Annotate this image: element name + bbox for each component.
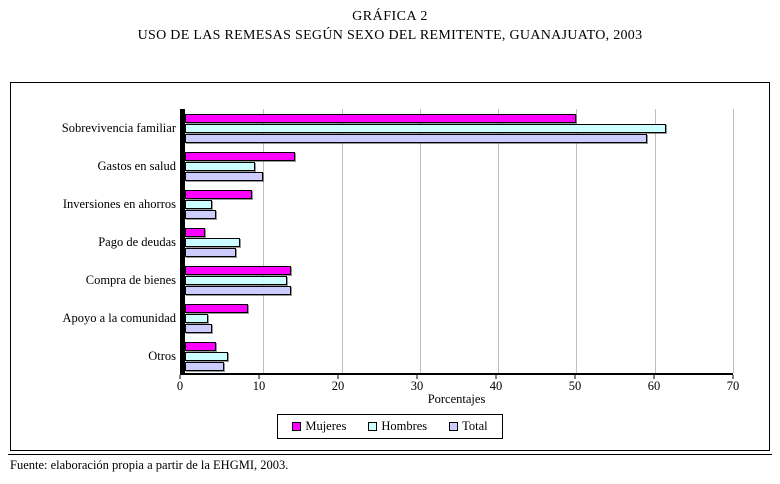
plot-area bbox=[180, 109, 734, 375]
x-tick-mark bbox=[574, 375, 576, 379]
x-tick-mark bbox=[179, 375, 181, 379]
category-label: Apoyo a la comunidad bbox=[62, 310, 176, 325]
bar-hombres bbox=[185, 123, 667, 133]
bar-mujeres bbox=[185, 113, 577, 123]
chart-title-line1: GRÁFICA 2 bbox=[352, 9, 428, 24]
bar-mujeres bbox=[185, 265, 291, 275]
category-label: Inversiones en ahorros bbox=[62, 196, 176, 211]
category-label: Otros bbox=[148, 348, 176, 363]
bar-group bbox=[185, 147, 733, 185]
bar-group bbox=[185, 299, 733, 337]
legend-item-mujeres: Mujeres bbox=[292, 419, 346, 434]
bar-mujeres bbox=[185, 227, 205, 237]
x-tick-label: 60 bbox=[647, 379, 661, 393]
bar-group bbox=[185, 223, 733, 261]
legend-swatch bbox=[292, 422, 302, 431]
gridline bbox=[341, 109, 343, 373]
bar-hombres bbox=[185, 161, 256, 171]
bar-hombres bbox=[185, 313, 209, 323]
x-tick-label: 30 bbox=[410, 379, 424, 393]
x-tick-mark bbox=[337, 375, 339, 379]
source-note: Fuente: elaboración propia a partir de l… bbox=[10, 458, 289, 472]
bar-total bbox=[185, 247, 236, 257]
legend: Mujeres Hombres Total bbox=[277, 414, 503, 439]
bar-mujeres bbox=[185, 341, 217, 351]
bar-hombres bbox=[185, 237, 240, 247]
x-tick-label: 20 bbox=[331, 379, 345, 393]
x-tick-mark bbox=[732, 375, 734, 379]
legend-swatch bbox=[449, 422, 459, 431]
x-tick-label: 50 bbox=[568, 379, 582, 393]
category-label: Pago de deudas bbox=[98, 234, 176, 249]
bar-hombres bbox=[185, 199, 213, 209]
bar-total bbox=[185, 285, 291, 295]
legend-label: Total bbox=[462, 419, 488, 433]
bar-total bbox=[185, 133, 647, 143]
x-tick-label: 0 bbox=[176, 379, 184, 393]
gridline bbox=[733, 109, 734, 373]
y-axis-labels: Sobrevivencia familiar Gastos en salud Inv… bbox=[17, 109, 180, 407]
x-axis-title: Porcentajes bbox=[427, 392, 486, 406]
bar-group bbox=[185, 261, 733, 299]
bar-hombres bbox=[185, 275, 287, 285]
bar-mujeres bbox=[185, 189, 252, 199]
x-tick-label: 40 bbox=[489, 379, 503, 393]
bar-total bbox=[185, 209, 217, 219]
gridline bbox=[576, 109, 578, 373]
x-tick-mark bbox=[416, 375, 418, 379]
bar-mujeres bbox=[185, 151, 295, 161]
legend-item-hombres: Hombres bbox=[368, 419, 427, 434]
chart-title-line2: USO DE LAS REMESAS SEGÚN SEXO DEL REMITE… bbox=[137, 28, 643, 43]
gridline bbox=[419, 109, 421, 373]
x-tick-label: 70 bbox=[726, 379, 740, 393]
bar-total bbox=[185, 361, 225, 371]
bar-total bbox=[185, 171, 264, 181]
bar-mujeres bbox=[185, 303, 248, 313]
bar-total bbox=[185, 323, 213, 333]
legend-label: Hombres bbox=[381, 419, 428, 433]
legend-swatch bbox=[368, 422, 378, 431]
x-tick-mark bbox=[495, 375, 497, 379]
legend-item-total: Total bbox=[449, 419, 488, 434]
legend-label: Mujeres bbox=[305, 419, 347, 433]
footer-divider bbox=[8, 454, 772, 455]
gridline bbox=[263, 109, 265, 373]
bar-group bbox=[185, 337, 733, 375]
chart-area: Sobrevivencia familiar Gastos en salud Inv… bbox=[11, 109, 769, 407]
x-tick-label: 10 bbox=[252, 379, 266, 393]
bar-group bbox=[185, 109, 733, 147]
chart-title-block: GRÁFICA 2 USO DE LAS REMESAS SEGÚN SEXO … bbox=[0, 0, 780, 44]
plot-wrap: 0 10 20 30 40 50 60 70 Porcentajes bbox=[176, 109, 739, 407]
bar-group bbox=[185, 185, 733, 223]
gridline bbox=[498, 109, 500, 373]
bar-hombres bbox=[185, 351, 229, 361]
x-tick-mark bbox=[258, 375, 260, 379]
x-axis-ticks: 0 10 20 30 40 50 60 70 bbox=[176, 375, 739, 395]
chart-frame: Sobrevivencia familiar Gastos en salud Inv… bbox=[10, 82, 770, 451]
x-tick-mark bbox=[653, 375, 655, 379]
category-label: Gastos en salud bbox=[97, 158, 176, 173]
category-label: Sobrevivencia familiar bbox=[61, 120, 176, 135]
gridline bbox=[654, 109, 656, 373]
legend-row: Mujeres Hombres Total bbox=[11, 414, 769, 439]
category-label: Compra de bienes bbox=[85, 272, 176, 287]
